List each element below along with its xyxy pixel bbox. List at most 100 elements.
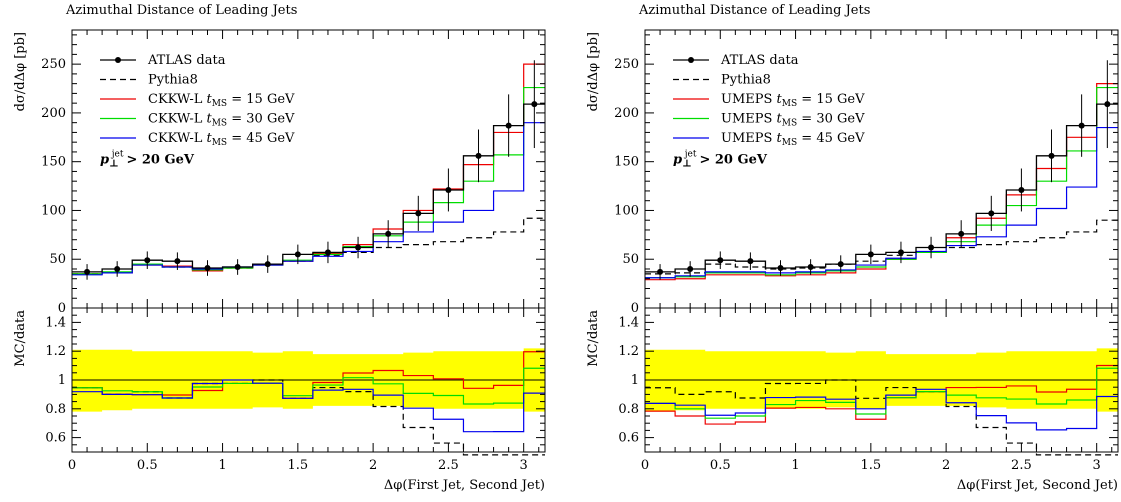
data-point <box>385 230 392 237</box>
ratio-axis-label: MC/data <box>13 310 28 367</box>
y-tick-label: 100 <box>41 203 66 218</box>
y-tick-label: 250 <box>614 57 639 72</box>
legend-label-var: t <box>777 131 783 146</box>
y-tick-label: 0 <box>631 301 639 316</box>
x-axis-label: Δφ(First Jet, Second Jet) <box>957 478 1118 493</box>
ratio-axis-label: MC/data <box>586 310 601 367</box>
legend-label-4: CKKW-L tMS = 45 GeV <box>148 131 295 148</box>
data-point <box>928 244 935 251</box>
data-point <box>531 101 538 108</box>
x-tick-label: 1 <box>791 458 799 473</box>
legend-label-1: Pythia8 <box>721 73 771 88</box>
series-4-histogram <box>72 122 545 276</box>
data-point <box>234 264 241 271</box>
data-point <box>657 268 664 275</box>
legend-label-sub: MS <box>782 99 797 109</box>
ratio-tick-label: 1.4 <box>45 315 66 330</box>
cut-label-jet: jet <box>111 150 124 160</box>
legend-label-tail: = 45 GeV <box>227 131 295 146</box>
data-point <box>807 264 814 271</box>
series-3-histogram <box>72 86 545 275</box>
data-point <box>867 251 874 258</box>
x-axis-label: Δφ(First Jet, Second Jet) <box>384 478 545 493</box>
chart-panel-1: Azimuthal Distance of Leading Jets 0 0.5 1 1… <box>13 3 546 493</box>
x-tick-label: 0 <box>641 458 649 473</box>
legend-label-sub: MS <box>212 99 227 109</box>
x-tick-label: 0.5 <box>137 458 158 473</box>
legend-label-main: UMEPS <box>721 112 777 127</box>
legend-label-var: t <box>777 92 783 107</box>
data-point <box>355 244 362 251</box>
data-point <box>1018 186 1025 193</box>
x-tick-label: 2.5 <box>1011 458 1032 473</box>
y-tick-label: 50 <box>49 252 66 267</box>
cut-label-p: p <box>673 153 682 168</box>
y-tick-label: 150 <box>41 155 66 170</box>
legend-label-tail: = 15 GeV <box>227 92 295 107</box>
y-tick-label: 50 <box>622 252 639 267</box>
legend-label-2: UMEPS tMS = 15 GeV <box>721 92 865 109</box>
chart-title: Azimuthal Distance of Leading Jets <box>65 3 297 18</box>
ratio-tick-label: 1.2 <box>618 344 639 359</box>
data-point <box>475 152 482 159</box>
series-2-histogram <box>72 63 545 275</box>
legend-label-1: Pythia8 <box>148 73 198 88</box>
legend-label-tail: = 45 GeV <box>797 131 865 146</box>
data-point <box>84 268 91 275</box>
y-tick-label: 0 <box>58 301 66 316</box>
data-point <box>324 249 331 256</box>
cut-label-perp: ⊥ <box>109 159 119 170</box>
x-tick-label: 1 <box>218 458 226 473</box>
series-1-histogram <box>645 219 1118 275</box>
data-point <box>1104 101 1111 108</box>
data-histogram <box>645 103 1118 273</box>
ratio-tick-label: 0.6 <box>45 431 66 446</box>
legend-label-main: CKKW-L <box>148 112 206 127</box>
data-point <box>837 261 844 268</box>
series-3-histogram <box>645 86 1118 279</box>
chart-panel-2: Azimuthal Distance of Leading Jets 0 0.5 1 1… <box>586 3 1119 493</box>
cut-label-p: p <box>100 153 109 168</box>
legend-label-var: t <box>206 92 212 107</box>
ratio-tick-label: 0.8 <box>45 402 66 417</box>
legend-label-sub: MS <box>212 138 227 148</box>
x-tick-label: 1.5 <box>287 458 308 473</box>
data-point <box>777 265 784 272</box>
data-point <box>505 122 512 129</box>
cut-label: p⊥jet > 20 GeV <box>100 150 195 170</box>
ratio-tick-label: 1.2 <box>45 344 66 359</box>
y-axis-label: dσ/dΔφ [pb] <box>586 32 601 111</box>
series-4-histogram <box>645 126 1118 279</box>
y-axis-label: dσ/dΔφ [pb] <box>13 32 28 111</box>
legend-label-var: t <box>206 131 212 146</box>
x-tick-label: 1.5 <box>860 458 881 473</box>
data-point <box>988 210 995 217</box>
y-tick-label: 250 <box>41 57 66 72</box>
data-histogram <box>72 103 545 273</box>
chart-title: Azimuthal Distance of Leading Jets <box>638 3 870 18</box>
data-point <box>294 251 301 258</box>
legend-label-main: CKKW-L <box>148 131 206 146</box>
ratio-tick-label: 1.4 <box>618 315 639 330</box>
data-point <box>717 257 724 264</box>
legend-label-3: CKKW-L tMS = 30 GeV <box>148 112 295 129</box>
legend-label-tail: = 30 GeV <box>227 112 295 127</box>
legend-label-var: t <box>777 112 783 127</box>
data-point <box>445 186 452 193</box>
legend-label-tail: = 30 GeV <box>797 112 865 127</box>
data-point <box>144 257 151 264</box>
legend-label-4: UMEPS tMS = 45 GeV <box>721 131 865 148</box>
x-tick-label: 3 <box>1093 458 1101 473</box>
legend-label-data: ATLAS data <box>720 53 799 68</box>
y-tick-label: 200 <box>41 106 66 121</box>
series-4-ratio <box>645 388 1118 431</box>
legend-label-tail: = 15 GeV <box>797 92 865 107</box>
data-point <box>897 249 904 256</box>
cut-label-jet: jet <box>684 150 697 160</box>
x-tick-label: 2.5 <box>438 458 459 473</box>
main-plot-frame <box>71 29 546 309</box>
data-point <box>264 261 271 268</box>
legend-label-var: t <box>206 112 212 127</box>
data-point <box>687 265 694 272</box>
